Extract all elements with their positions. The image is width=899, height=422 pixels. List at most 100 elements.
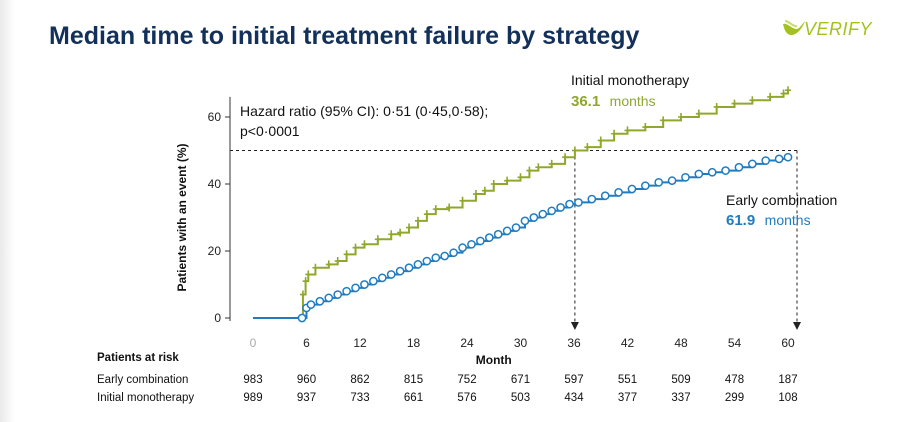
combination-censor-mark (413, 260, 423, 269)
slide-edge-shade (0, 0, 14, 422)
monotherapy-censor-mark (780, 89, 787, 98)
combination-censor-mark (520, 216, 530, 226)
combination-censor-mark (324, 293, 334, 303)
monotherapy-median-value: 36.1 (571, 93, 600, 110)
monotherapy-legend-label: Initial monotherapy (571, 72, 689, 88)
monotherapy-censor-mark (526, 166, 533, 175)
x-tick-label: 42 (621, 336, 635, 350)
x-tick-label: 30 (514, 336, 528, 350)
y-tick-label: 0 (214, 311, 221, 325)
combination-censor-mark (614, 188, 623, 197)
y-axis-label: Patients with an event (%) (175, 143, 189, 291)
y-tick-label: 60 (208, 110, 222, 124)
y-tick-label: 40 (208, 177, 222, 191)
monotherapy-censor-mark (352, 243, 359, 252)
combination-median-label: 61.9 months (726, 212, 811, 229)
combination-censor-mark (422, 256, 432, 266)
x-axis-label: Month (476, 353, 512, 367)
monotherapy-censor-mark (535, 163, 542, 172)
monotherapy-censor-mark (490, 180, 497, 188)
combination-censor-mark (386, 270, 396, 279)
monotherapy-censor-mark (334, 257, 341, 266)
monotherapy-median-label: 36.1 months (571, 93, 656, 110)
monotherapy-censor-mark (695, 109, 702, 118)
hazard-ratio-text: Hazard ratio (95% CI): 0·51 (0·45,0·58); (240, 103, 488, 119)
monotherapy-censor-mark (361, 240, 368, 249)
monotherapy-censor-mark (611, 129, 618, 138)
combination-censor-mark (404, 263, 414, 273)
combination-censor-mark (440, 251, 450, 261)
combination-censor-mark (458, 243, 467, 252)
monotherapy-censor-mark (374, 235, 381, 244)
verify-logo: VERIFY (782, 18, 882, 42)
x-tick-label: 12 (353, 336, 367, 350)
combination-censor-mark (315, 296, 325, 306)
monotherapy-censor-mark (432, 205, 439, 214)
combination-censor-mark (369, 276, 378, 286)
monotherapy-censor-mark (660, 116, 667, 125)
combination-censor-mark (761, 156, 771, 165)
combination-censor-mark (574, 198, 583, 207)
combination-censor-mark (721, 166, 730, 175)
combination-censor-mark (565, 199, 574, 209)
monotherapy-censor-mark (624, 126, 631, 135)
x-tick-label: 36 (567, 336, 581, 350)
monotherapy-censor-mark (312, 263, 319, 272)
combination-censor-mark (600, 191, 610, 201)
combination-censor-mark (667, 176, 677, 185)
combination-censor-mark (502, 226, 512, 236)
x-tick-label: 54 (728, 336, 742, 350)
monotherapy-censor-mark (767, 92, 774, 101)
p-value-text: p<0·0001 (240, 123, 300, 139)
logo-swoosh-icon (783, 20, 805, 36)
monotherapy-censor-mark (406, 223, 413, 232)
monotherapy-censor-mark (517, 173, 524, 182)
monotherapy-censor-mark (343, 250, 350, 259)
combination-censor-mark (707, 167, 717, 177)
combination-censor-mark (360, 280, 369, 289)
monotherapy-censor-mark (388, 230, 395, 239)
combination-censor-mark (342, 286, 351, 296)
monotherapy-censor-mark (302, 277, 309, 286)
combination-censor-mark (654, 177, 664, 187)
monotherapy-censor-mark (414, 216, 421, 225)
combination-censor-mark (467, 239, 476, 249)
y-tick-label: 20 (208, 244, 222, 258)
combination-censor-mark (774, 154, 784, 164)
x-tick-label: 48 (674, 336, 688, 350)
monotherapy-censor-mark (785, 86, 791, 95)
combination-censor-mark (538, 209, 548, 219)
monotherapy-censor-mark (397, 228, 404, 237)
monotherapy-censor-mark (299, 290, 306, 299)
combination-censor-mark (395, 266, 405, 276)
x-tick-label: 60 (781, 336, 795, 350)
monotherapy-censor-mark (731, 99, 738, 108)
x-axis-ticks: 0 6 12 18 24 30 36 42 48 54 60 (250, 336, 795, 350)
survival-curves (253, 86, 793, 323)
monotherapy-censor-mark (459, 196, 466, 205)
monotherapy-censor-mark (548, 159, 555, 168)
monotherapy-censor-mark (472, 190, 479, 199)
monotherapy-censor-mark (749, 96, 756, 105)
monotherapy-censor-mark (481, 186, 488, 195)
monotherapy-median-unit: months (610, 93, 656, 109)
monotherapy-censor-mark (584, 143, 591, 152)
combination-median-drop-line-arrow (793, 322, 801, 330)
combination-censor-mark (297, 313, 307, 323)
combination-censor-mark (449, 248, 458, 258)
monotherapy-curve (253, 90, 789, 319)
monotherapy-censor-mark (562, 153, 569, 162)
combination-censor-mark (431, 253, 441, 263)
combination-median-value: 61.9 (726, 212, 755, 229)
monotherapy-censor-mark (325, 260, 332, 269)
monotherapy-censor-mark (504, 176, 511, 185)
combination-censor-mark (734, 162, 744, 172)
combination-censor-mark (511, 223, 521, 232)
monotherapy-censor-mark (597, 136, 604, 145)
combination-censor-mark (747, 159, 757, 169)
slide-title: Median time to initial treatment failure… (49, 22, 640, 50)
x-tick-label: 0 (250, 336, 257, 350)
monotherapy-censor-mark (713, 102, 720, 111)
chart-axes (229, 96, 231, 321)
